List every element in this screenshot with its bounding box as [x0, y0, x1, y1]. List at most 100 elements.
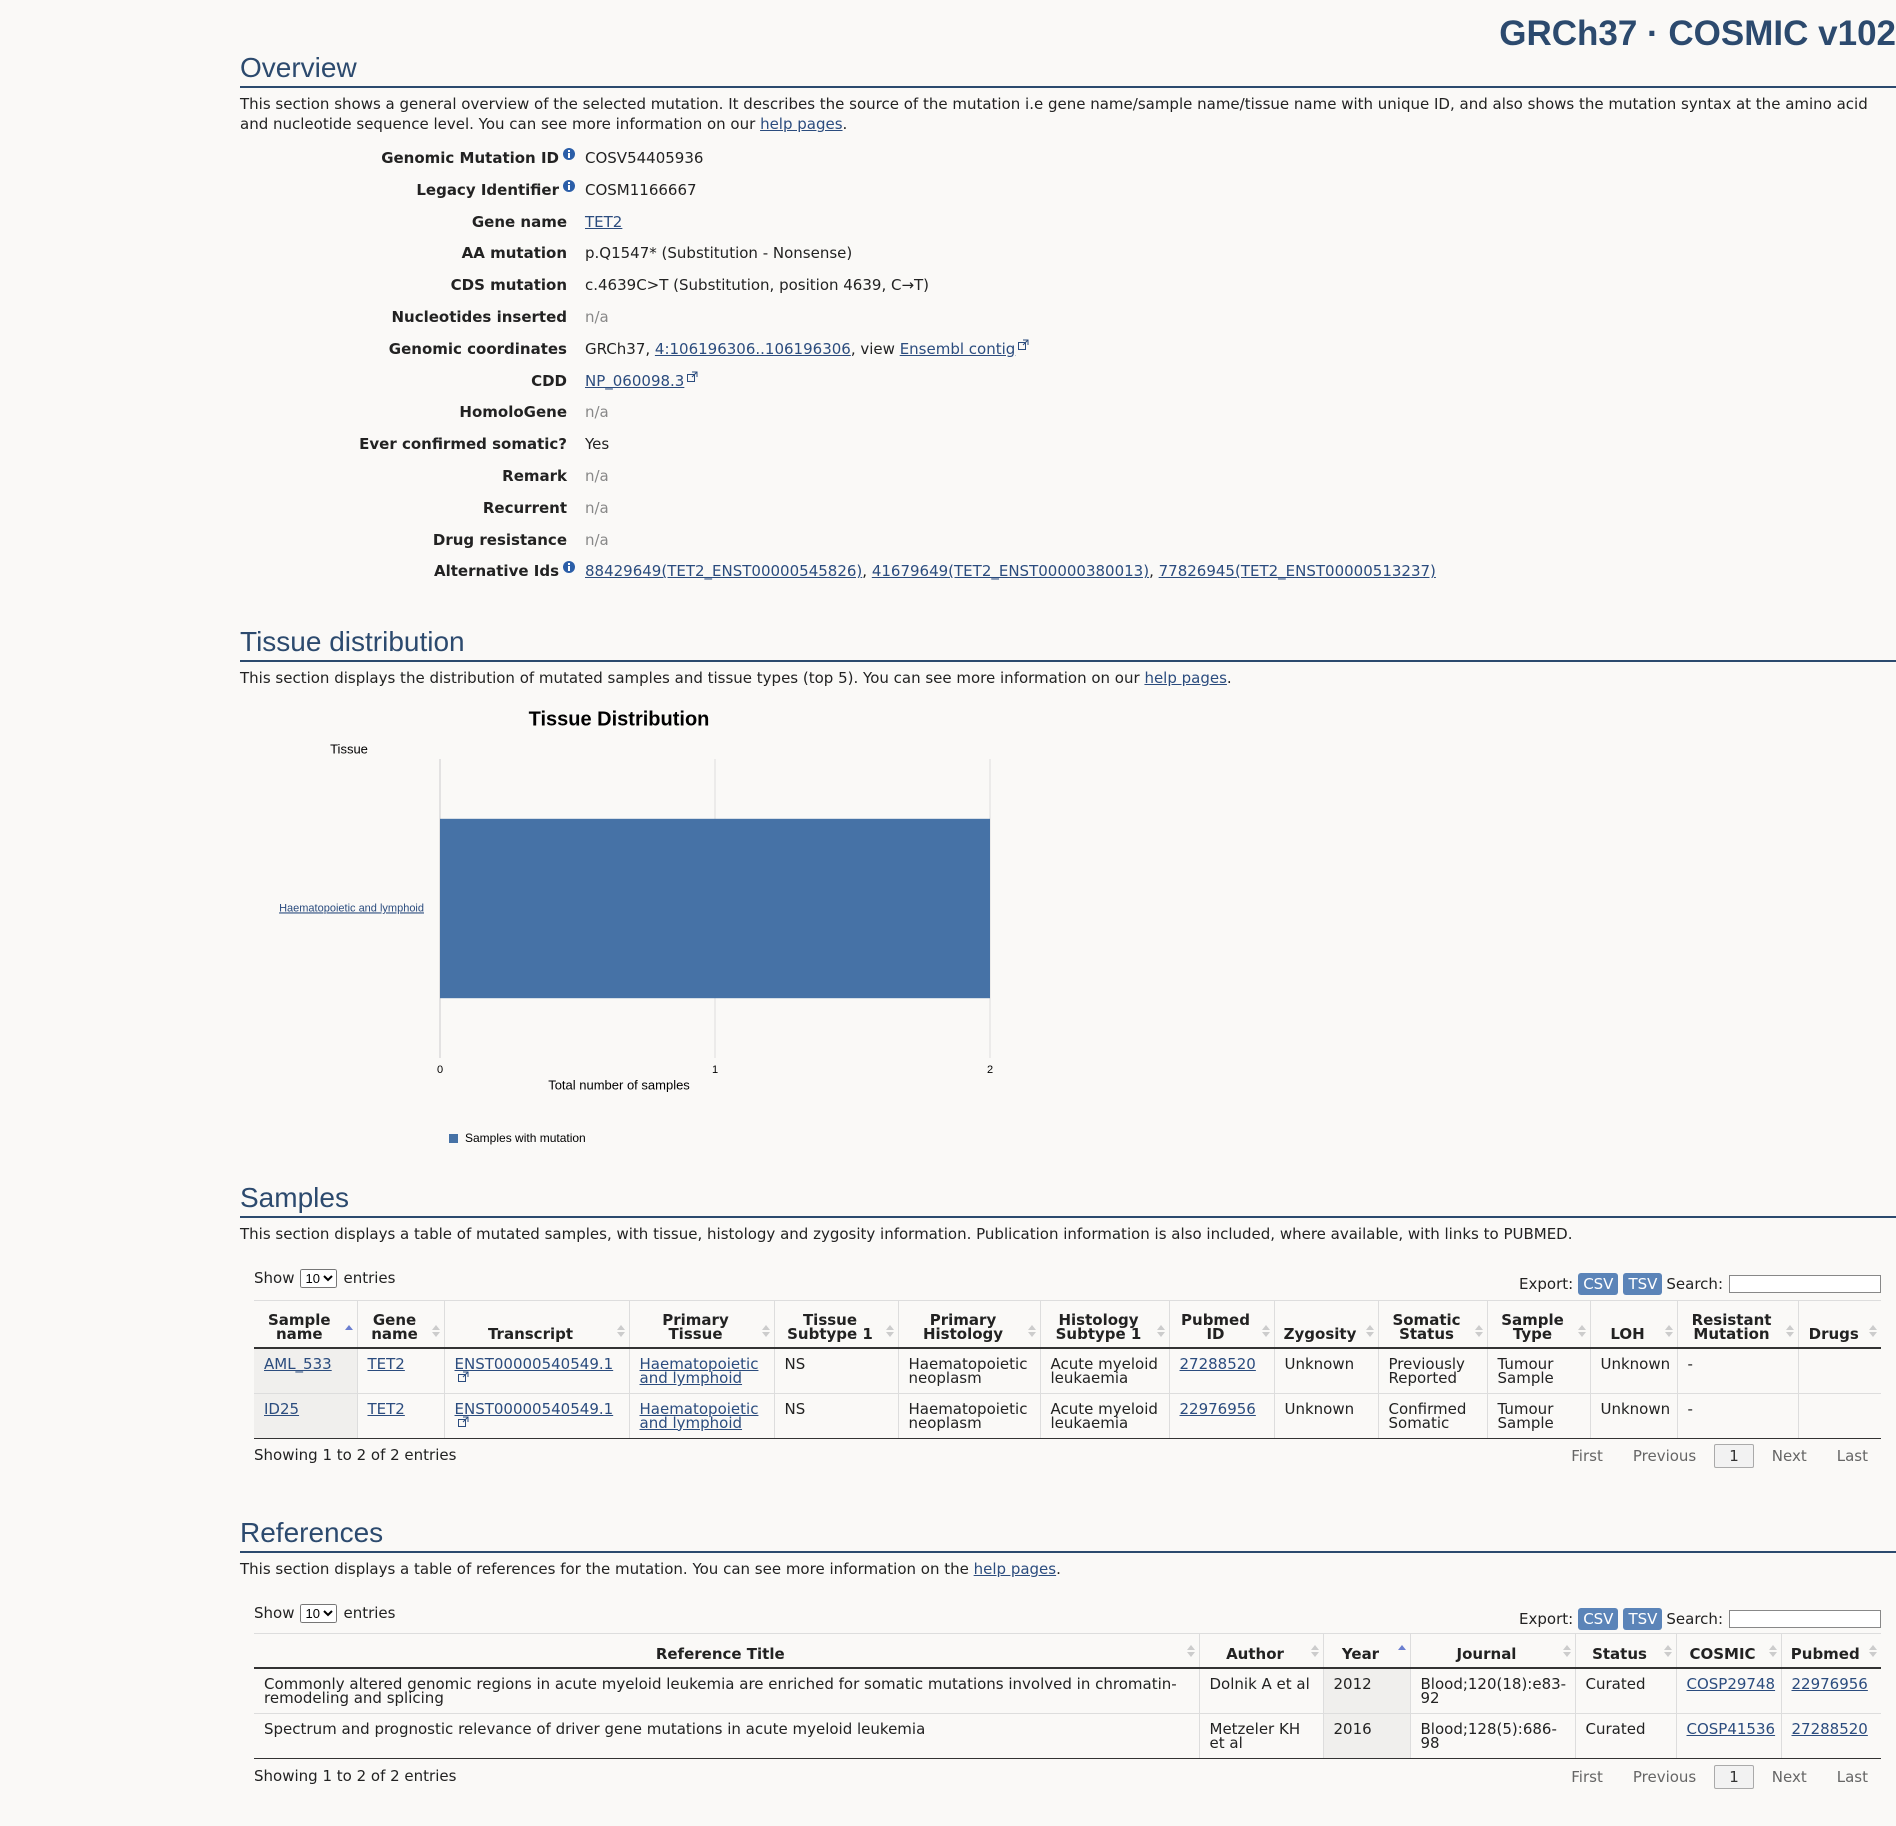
column-header[interactable]: Zygosity	[1273, 1300, 1378, 1349]
column-header[interactable]: Transcript	[443, 1300, 629, 1349]
section-description: This section displays a table of mutated…	[240, 1224, 1880, 1244]
link[interactable]: 77826945(TET2_ENST00000513237)	[1158, 562, 1436, 581]
search-input[interactable]	[1729, 1275, 1881, 1293]
column-header[interactable]: Tissue Subtype 1	[773, 1300, 898, 1349]
page-button[interactable]: Last	[1836, 1768, 1868, 1786]
column-header[interactable]: Sample Type	[1486, 1300, 1590, 1349]
table-cell: Acute myeloid leukaemia	[1039, 1393, 1169, 1439]
table-info: Showing 1 to 2 of 2 entries	[254, 1446, 457, 1464]
x-tick-label: 2	[987, 1064, 993, 1076]
csv-button[interactable]: CSV	[1578, 1273, 1619, 1295]
column-header[interactable]: Histology Subtype 1	[1039, 1300, 1169, 1349]
page-length-select[interactable]: 10	[300, 1268, 338, 1288]
search-label: Search:	[1666, 1610, 1723, 1628]
column-header[interactable]: Author	[1198, 1633, 1323, 1669]
link[interactable]: NP_060098.3	[585, 371, 685, 390]
page-button[interactable]: 1	[1714, 1765, 1754, 1789]
cell-link[interactable]: ENST00000540549.1	[454, 1399, 614, 1418]
column-header-text: Primary Tissue	[662, 1311, 729, 1343]
page-button[interactable]: Next	[1771, 1768, 1807, 1786]
cell-text: Previously Reported	[1388, 1355, 1465, 1387]
section-title: References	[240, 1515, 1896, 1553]
cell-link[interactable]: Haematopoietic and lymphoid	[639, 1355, 759, 1387]
csv-button[interactable]: CSV	[1578, 1608, 1619, 1630]
page-length-select[interactable]: 10	[300, 1603, 338, 1623]
link[interactable]: help pages	[760, 115, 843, 133]
link[interactable]: 41679649(TET2_ENST00000380013)	[871, 562, 1150, 581]
column-header[interactable]: Pubmed ID	[1168, 1300, 1274, 1349]
table-cell: Metzeler KH et al	[1198, 1713, 1323, 1759]
cell-link[interactable]: 22976956	[1791, 1675, 1868, 1693]
page-button[interactable]: First	[1571, 1768, 1603, 1786]
search-input[interactable]	[1729, 1610, 1881, 1628]
text: n/a	[585, 403, 609, 422]
column-header[interactable]: LOH	[1589, 1300, 1677, 1349]
tsv-button[interactable]: TSV	[1623, 1273, 1663, 1295]
column-header[interactable]: Drugs	[1797, 1300, 1881, 1349]
page-button[interactable]: Last	[1836, 1447, 1868, 1465]
field-value: 88429649(TET2_ENST00000545826), 41679649…	[585, 561, 1436, 581]
cell-text: Unknown	[1284, 1399, 1355, 1418]
link[interactable]: TET2	[585, 212, 623, 231]
column-header[interactable]: Somatic Status	[1377, 1300, 1487, 1349]
table-cell: Spectrum and prognostic relevance of dri…	[254, 1713, 1199, 1759]
column-header[interactable]: Pubmed	[1780, 1633, 1881, 1669]
sort-icon	[1261, 1325, 1270, 1337]
cell-link[interactable]: ID25	[264, 1399, 300, 1418]
category-label[interactable]: Haematopoietic and lymphoid	[279, 902, 424, 914]
data-table: Reference Title Author Year Journal Status CO…	[254, 1633, 1881, 1759]
table-cell: Haematopoietic neoplasm	[897, 1348, 1040, 1394]
column-header[interactable]: Primary Tissue	[628, 1300, 774, 1349]
column-header-text: Histology Subtype 1	[1055, 1311, 1142, 1343]
link[interactable]: 4:106196306..106196306	[654, 339, 851, 358]
field-label: CDS mutation	[240, 275, 567, 295]
cell-link[interactable]: 22976956	[1179, 1399, 1256, 1418]
cell-link[interactable]: AML_533	[264, 1355, 332, 1373]
page-button[interactable]: Previous	[1632, 1768, 1697, 1786]
page-button[interactable]: Next	[1771, 1447, 1807, 1465]
column-header[interactable]: Reference Title	[254, 1633, 1199, 1669]
column-header[interactable]: Resistant Mutation	[1676, 1300, 1798, 1349]
field-value: c.4639C>T (Substitution, position 4639, …	[585, 275, 929, 295]
table-cell: Unknown	[1589, 1393, 1677, 1439]
cell-link[interactable]: COSP29748	[1686, 1675, 1776, 1693]
column-header[interactable]: Primary Histology	[897, 1300, 1040, 1349]
table-cell: -	[1676, 1393, 1798, 1439]
page-button[interactable]: Previous	[1632, 1447, 1697, 1465]
table-row: Spectrum and prognostic relevance of dri…	[254, 1713, 1881, 1759]
column-header-text: Pubmed ID	[1181, 1311, 1250, 1343]
field-label-text: Legacy Identifier	[416, 180, 559, 199]
link[interactable]: Ensembl contig	[899, 339, 1016, 358]
table-cell: Acute myeloid leukaemia	[1039, 1348, 1169, 1394]
table-cell: Haematopoietic and lymphoid	[628, 1393, 774, 1439]
link[interactable]: help pages	[1144, 669, 1227, 687]
text: ,	[862, 562, 872, 581]
column-header[interactable]: Journal	[1409, 1633, 1575, 1669]
y-axis-label: Tissue	[330, 741, 368, 756]
column-header[interactable]: Status	[1574, 1633, 1676, 1669]
column-header-text: Status	[1592, 1645, 1647, 1663]
column-header[interactable]: Sample name	[254, 1300, 357, 1349]
table-cell: NS	[773, 1348, 898, 1394]
text: n/a	[585, 308, 609, 326]
tsv-button[interactable]: TSV	[1623, 1608, 1663, 1630]
cell-link[interactable]: ENST00000540549.1	[454, 1355, 614, 1373]
cell-link[interactable]: COSP41536	[1686, 1719, 1776, 1738]
table-head: Reference Title Author Year Journal Status CO…	[254, 1633, 1881, 1669]
column-header[interactable]: COSMIC	[1675, 1633, 1781, 1669]
page-button[interactable]: First	[1571, 1447, 1603, 1465]
column-header[interactable]: Gene name	[356, 1300, 444, 1349]
cell-link[interactable]: Haematopoietic and lymphoid	[639, 1399, 759, 1432]
column-header[interactable]: Year	[1322, 1633, 1410, 1669]
field-label: Genomic Mutation ID	[240, 148, 575, 168]
cell-link[interactable]: 27288520	[1179, 1355, 1256, 1373]
link[interactable]: 88429649(TET2_ENST00000545826)	[585, 562, 863, 581]
legend-label: Samples with mutation	[465, 1131, 586, 1145]
cell-link[interactable]: 27288520	[1791, 1719, 1868, 1738]
text: c.4639C>T (Substitution, position 4639, …	[585, 276, 930, 295]
field-label: Alternative Ids	[240, 561, 575, 581]
cell-link[interactable]: TET2	[367, 1399, 405, 1418]
page-button[interactable]: 1	[1714, 1444, 1754, 1468]
cell-link[interactable]: TET2	[367, 1355, 405, 1373]
link[interactable]: help pages	[973, 1560, 1057, 1578]
